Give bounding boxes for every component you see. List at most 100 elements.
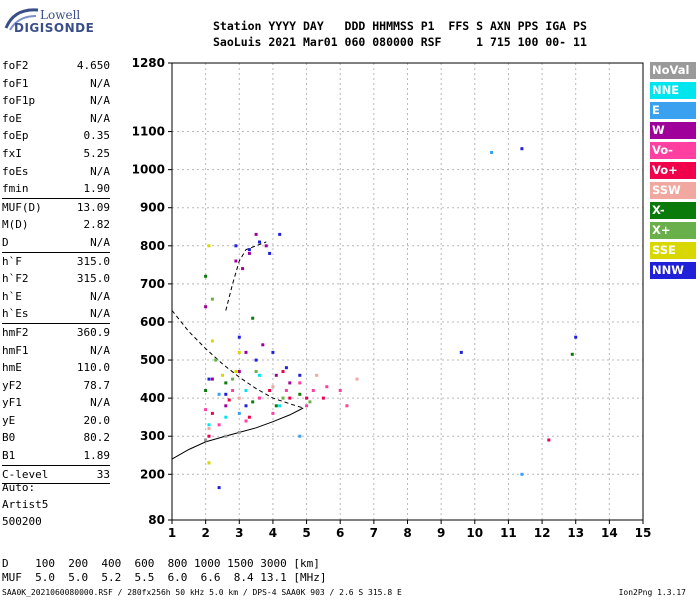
echo-point-vo- <box>207 434 211 438</box>
legend-item: SSW <box>650 182 696 199</box>
echo-point-vo- <box>288 396 292 400</box>
y-tick-label: 200 <box>140 467 165 481</box>
param-name: h`F <box>2 254 22 268</box>
echo-point-nnw <box>224 392 228 396</box>
echo-point-w <box>247 251 251 255</box>
footer-file-info: SAA0K_2021060080000.RSF / 280fx256h 50 k… <box>2 588 402 597</box>
echo-point-e <box>237 411 241 415</box>
param-value: 0.35 <box>83 129 111 143</box>
x-tick-label: 3 <box>235 526 243 540</box>
param-row: fxI 5.25 <box>2 145 110 163</box>
echo-point-vo- <box>311 389 315 392</box>
y-tick-label: 600 <box>140 315 165 329</box>
param-value: N/A <box>90 164 110 178</box>
profile-line-dashed <box>225 241 267 311</box>
echo-point-nnw <box>258 240 261 244</box>
param-separator <box>2 483 110 485</box>
echo-point-nnw <box>520 147 524 151</box>
y-tick-label: 500 <box>140 353 165 367</box>
legend-item: NNE <box>650 82 696 99</box>
param-row: yE 20.0 <box>2 412 110 430</box>
param-name: h`F2 <box>2 272 29 286</box>
param-name: hmF1 <box>2 343 29 357</box>
param-value: N/A <box>90 307 110 321</box>
x-tick-label: 7 <box>370 526 378 540</box>
x-tick-label: 1 <box>168 526 176 540</box>
legend-item: X- <box>650 202 696 219</box>
echo-point-noval <box>224 434 228 438</box>
param-name: fxI <box>2 146 22 160</box>
echo-point-vo- <box>281 370 285 373</box>
echo-point-vo- <box>271 411 275 415</box>
param-row: h`F 315.0 <box>2 253 110 271</box>
echo-point-vo- <box>210 411 214 415</box>
echo-point-nne <box>224 415 228 419</box>
param-row: yF2 78.7 <box>2 377 110 395</box>
param-name: foF1p <box>2 94 36 108</box>
param-value: N/A <box>90 111 110 125</box>
echo-point-nnw <box>254 358 258 362</box>
param-name: C-level <box>2 467 49 481</box>
echo-point-nne <box>278 404 282 408</box>
distance-row: D 100 200 400 600 800 1000 1500 3000 [km… <box>2 557 320 570</box>
param-separator <box>2 322 110 324</box>
echo-point-w <box>234 259 238 263</box>
echo-point-nnw <box>268 251 272 255</box>
param-row: foF2 4.650 <box>2 57 110 75</box>
param-name: fmin <box>2 182 29 196</box>
echo-point-noval <box>204 438 208 442</box>
legend-item: NNW <box>650 262 696 279</box>
param-row: foF1 N/A <box>2 75 110 93</box>
echo-point-vo- <box>268 389 272 392</box>
auto-artist: Artist5 <box>2 498 49 511</box>
echo-point-w <box>244 350 248 354</box>
param-row: hmF2 360.9 <box>2 324 110 342</box>
x-tick-label: 6 <box>336 526 344 540</box>
echo-point-e <box>520 472 524 476</box>
param-value: N/A <box>90 76 110 90</box>
param-value: 5.25 <box>83 146 111 160</box>
param-value: 315.0 <box>76 272 110 286</box>
y-tick-label: 900 <box>140 201 165 215</box>
param-row: h`F2 315.0 <box>2 270 110 288</box>
legend-item: X+ <box>650 222 696 239</box>
legend-item: W <box>650 122 696 139</box>
param-row: fmin 1.90 <box>2 180 110 198</box>
echo-point-x- <box>274 404 278 408</box>
echo-point-ssw <box>271 385 275 389</box>
y-tick-label: 700 <box>140 277 165 291</box>
param-row: foE N/A <box>2 110 110 128</box>
param-value: 1.89 <box>83 449 111 463</box>
echo-point-nnw <box>298 373 302 377</box>
x-tick-label: 2 <box>201 526 209 540</box>
legend-item: Vo+ <box>650 162 696 179</box>
param-row: M(D) 2.82 <box>2 216 110 234</box>
echo-point-nne <box>244 389 248 392</box>
param-row: B0 80.2 <box>2 429 110 447</box>
param-row: h`E N/A <box>2 288 110 306</box>
parameter-list: foF2 4.650 foF1 N/A foF1p N/A foE N/A foEp 0.35 fx… <box>2 57 111 485</box>
param-name: yF1 <box>2 396 22 410</box>
param-row: B1 1.89 <box>2 447 110 465</box>
echo-point-vo- <box>345 404 349 408</box>
param-value: 110.0 <box>76 361 110 375</box>
echo-point-w <box>288 381 292 385</box>
echo-point-ssw <box>237 396 241 400</box>
param-row: hmE 110.0 <box>2 359 110 377</box>
legend-item: Vo- <box>650 142 696 159</box>
echo-point-nnw <box>284 366 288 370</box>
echo-point-vo- <box>298 381 302 385</box>
echo-point-nnw <box>234 244 238 248</box>
echo-point-nnw <box>207 377 211 381</box>
echo-point-w <box>237 370 241 373</box>
param-value: 360.9 <box>76 325 110 339</box>
echo-point-x- <box>570 352 574 356</box>
param-name: foEs <box>2 164 29 178</box>
y-tick-label: 400 <box>140 391 165 405</box>
autoscaling-info: Auto: Artist5 500200 <box>2 479 48 530</box>
echo-point-vo- <box>227 398 231 402</box>
echo-point-w <box>210 377 214 381</box>
legend-item: SSE <box>650 242 696 259</box>
x-tick-label: 11 <box>500 526 517 540</box>
echo-point-e <box>217 392 221 396</box>
